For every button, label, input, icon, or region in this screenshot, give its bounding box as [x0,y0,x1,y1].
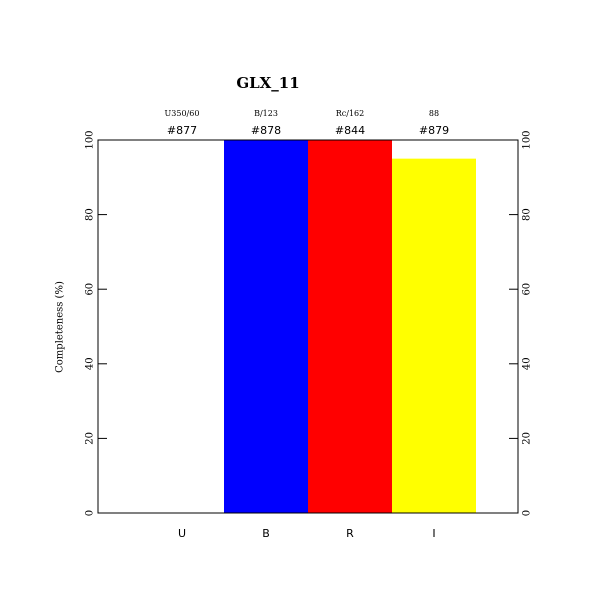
bar [224,140,308,513]
filter-label: Rc/162 [336,109,364,118]
y-tick-label-right: 80 [522,208,533,221]
id-label: #844 [335,124,365,137]
y-tick-label-right: 40 [522,357,533,370]
x-tick-label: I [432,527,435,540]
y-tick-label: 20 [85,432,96,445]
x-tick-label: R [346,527,354,540]
filter-label: U350/60 [165,109,200,118]
id-label: #878 [251,124,281,137]
filter-label: 88 [429,109,439,118]
y-tick-label: 40 [85,357,96,370]
y-tick-label: 100 [85,130,96,149]
y-axis-label: Completeness (%) [55,281,66,373]
bar [392,158,476,513]
id-label: #877 [167,124,197,137]
plot-frame [97,139,519,514]
id-label: #879 [419,124,449,137]
y-tick-label-right: 60 [522,283,533,296]
x-tick-label: B [262,527,270,540]
bar [308,140,392,513]
chart-title: GLX_11 [236,74,299,92]
y-tick-label-right: 20 [522,432,533,445]
x-tick-label: U [178,527,186,540]
y-tick-label: 60 [85,283,96,296]
y-tick-label-right: 100 [522,130,533,149]
y-tick-label-right: 0 [522,510,533,516]
y-tick-label: 80 [85,208,96,221]
y-tick-label: 0 [85,510,96,516]
filter-label: B/123 [254,109,278,118]
